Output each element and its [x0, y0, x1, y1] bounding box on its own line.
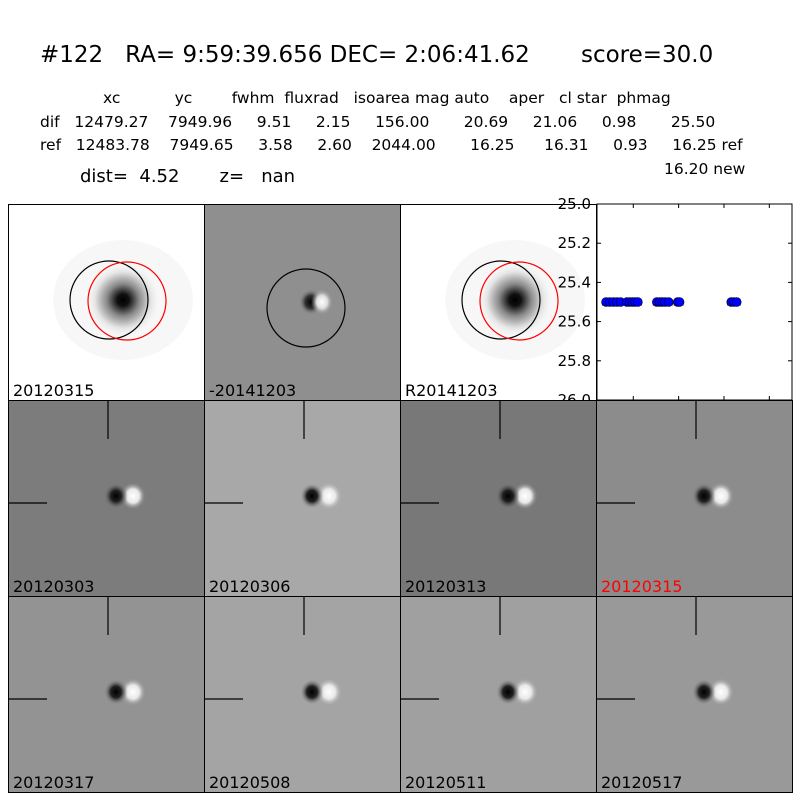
new-reference-stamp: R20141203 — [400, 204, 597, 401]
new-aperture-circle — [479, 261, 559, 341]
epoch-stamp-image — [205, 401, 342, 510]
panel-date-label: 20120317 — [13, 773, 95, 792]
reference-stamp: 20120315 — [8, 204, 205, 401]
ref-aperture-circle — [461, 260, 541, 340]
epoch-stamp: 20120306 — [204, 400, 401, 597]
dif-row: dif 12479.27 7949.96 9.51 2.15 156.00 20… — [40, 113, 716, 131]
epoch-stamp-image — [401, 597, 538, 706]
epoch-stamp-image — [401, 401, 538, 510]
dist-z-readout: dist= 4.52 z= nan — [80, 166, 296, 187]
epoch-stamp-image — [9, 597, 146, 706]
difference-stamp: -20141203 — [204, 204, 401, 401]
aperture-circle — [266, 268, 346, 348]
epoch-stamp: 20120303 — [8, 400, 205, 597]
panel-date-label: R20141203 — [405, 381, 498, 400]
panel-date-label: 20120511 — [405, 773, 487, 792]
epoch-stamp: 20120313 — [400, 400, 597, 597]
new-aperture-circle — [87, 261, 167, 341]
epoch-stamp: 20120508 — [204, 596, 401, 793]
epoch-stamp: 20120511 — [400, 596, 597, 793]
epoch-stamp: 20120315 — [596, 400, 793, 597]
epoch-stamp: 20120517 — [596, 596, 793, 793]
panel-date-label: -20141203 — [209, 381, 297, 400]
panel-date-label: 20120517 — [601, 773, 683, 792]
new-row: 16.20 new — [664, 160, 746, 178]
panel-date-label: 20120315 — [601, 577, 683, 596]
table-header-row: xc yc fwhm fluxrad isoarea mag auto aper… — [103, 89, 671, 107]
panel-date-label: 20120315 — [13, 381, 95, 400]
panel-date-label: 20120306 — [209, 577, 291, 596]
epoch-stamp: 20120317 — [8, 596, 205, 793]
page-title: #122 RA= 9:59:39.656 DEC= 2:06:41.62 sco… — [40, 42, 714, 68]
epoch-stamp-image — [597, 401, 734, 510]
panel-date-label: 20120303 — [13, 577, 95, 596]
difference-stamp-image — [266, 268, 346, 348]
reference-stamp-image — [53, 240, 193, 360]
ref-aperture-circle — [69, 260, 149, 340]
new-reference-stamp-image — [445, 240, 585, 360]
ref-row: ref 12483.78 7949.65 3.58 2.60 2044.00 1… — [40, 136, 743, 154]
panel-date-label: 20120313 — [405, 577, 487, 596]
epoch-stamp-image — [205, 597, 342, 706]
epoch-stamp-image — [9, 401, 146, 510]
panel-date-label: 20120508 — [209, 773, 291, 792]
epoch-stamp-image — [597, 597, 734, 706]
light-curve-plot — [596, 204, 793, 401]
